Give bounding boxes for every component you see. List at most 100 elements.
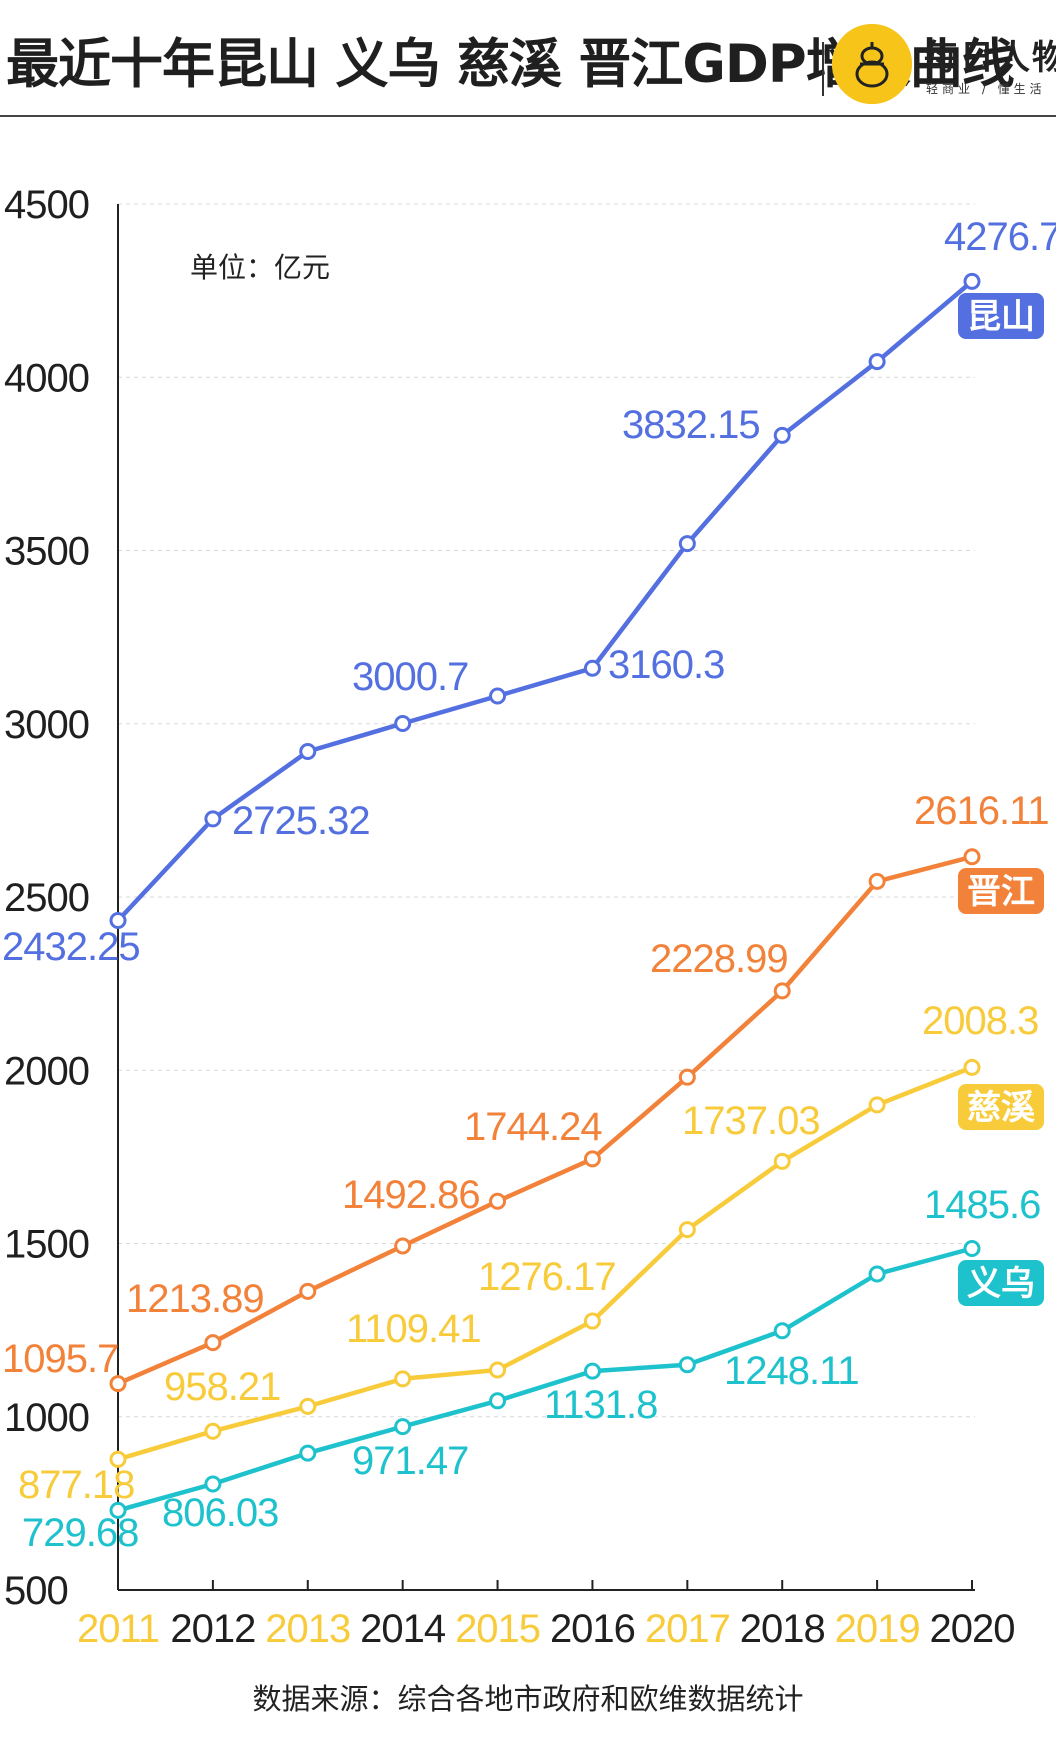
data-point (963, 848, 981, 866)
header-rule (0, 115, 1056, 117)
data-point (963, 1058, 981, 1076)
data-point (489, 1361, 507, 1379)
series-tag-label: 晋江 (967, 872, 1035, 912)
header: 最近十年昆山 义乌 慈溪 晋江GDP增长曲线 每日人物 轻商业 / 懂生活 (0, 0, 1056, 118)
data-point (773, 1322, 791, 1340)
y-tick-label: 500 (4, 1569, 68, 1613)
data-point (489, 1192, 507, 1210)
x-tick-label: 2016 (550, 1607, 635, 1651)
data-point (773, 426, 791, 444)
data-label: 1744.24 (464, 1105, 602, 1149)
y-tick-label: 3500 (4, 530, 89, 574)
source-label: 数据来源：综合各地市政府和欧维数据统计 (252, 1682, 804, 1716)
data-point (394, 1418, 412, 1436)
data-point (583, 1362, 601, 1380)
data-point (204, 1475, 222, 1493)
data-point (678, 1068, 696, 1086)
data-point (963, 1239, 981, 1257)
data-point (583, 659, 601, 677)
data-point (678, 1221, 696, 1239)
data-label: 2725.32 (232, 799, 370, 843)
x-tick-label: 2011 (77, 1607, 159, 1651)
data-label: 2228.99 (650, 937, 788, 981)
data-point (204, 1334, 222, 1352)
brand-tagline: 轻商业 / 懂生活 (926, 82, 1046, 96)
data-label: 4276.76 (944, 215, 1056, 259)
data-point (773, 982, 791, 1000)
series-tag-label: 慈溪 (967, 1088, 1036, 1128)
data-label: 1276.17 (478, 1255, 616, 1299)
y-tick-label: 4000 (4, 356, 89, 400)
data-label: 1213.89 (126, 1277, 264, 1321)
data-point (489, 687, 507, 705)
brand-name: 每日人物 (924, 38, 1056, 78)
data-label: 3160.3 (608, 643, 724, 687)
y-tick-label: 3000 (4, 703, 89, 747)
series-tag-badge (958, 1260, 1044, 1306)
data-point (299, 1444, 317, 1462)
series-tag-badge (958, 1084, 1044, 1130)
series-line (116, 279, 974, 923)
data-label: 1109.41 (346, 1307, 481, 1351)
x-tick-label: 2017 (645, 1607, 730, 1651)
data-point (394, 715, 412, 733)
unit-label: 单位：亿元 (190, 251, 331, 284)
data-point (109, 1501, 127, 1519)
y-tick-label: 4500 (4, 183, 89, 227)
y-tick-label: 2500 (4, 876, 89, 920)
y-tick-label: 2000 (4, 1049, 89, 1093)
series-tag-badge (958, 868, 1044, 914)
x-tick-label: 2014 (360, 1607, 446, 1651)
data-point (394, 1237, 412, 1255)
data-label: 1248.11 (724, 1349, 859, 1393)
data-label: 1737.03 (682, 1099, 820, 1143)
data-label: 2616.11 (914, 789, 1049, 833)
series-tag-label: 义乌 (967, 1264, 1035, 1304)
data-label: 3000.7 (352, 655, 468, 699)
data-label: 958.21 (164, 1365, 280, 1409)
data-point (109, 1450, 127, 1468)
x-tick-label: 2018 (740, 1607, 825, 1651)
data-point (678, 535, 696, 553)
y-tick-label: 1500 (4, 1223, 89, 1267)
x-tick-label: 2013 (265, 1607, 350, 1651)
series-tag-label: 昆山 (967, 297, 1035, 337)
x-tick-label: 2020 (930, 1607, 1015, 1651)
data-point (868, 1265, 886, 1283)
brand-logo-icon (832, 24, 912, 104)
series-line (117, 854, 973, 1386)
data-point (868, 872, 886, 890)
data-point (299, 742, 317, 760)
data-label: 2008.3 (922, 999, 1038, 1043)
series-line (117, 1065, 973, 1462)
data-point (583, 1312, 601, 1330)
data-label: 971.47 (352, 1439, 468, 1483)
data-label: 1492.86 (342, 1173, 480, 1217)
data-label: 1485.6 (924, 1183, 1040, 1227)
data-point (109, 911, 127, 929)
x-tick-label: 2012 (170, 1607, 255, 1651)
y-tick-label: 1000 (4, 1396, 89, 1440)
data-point (868, 353, 886, 371)
data-label: 1131.8 (544, 1383, 657, 1427)
x-tick-label: 2015 (455, 1607, 540, 1651)
data-point (299, 1282, 317, 1300)
data-point (583, 1150, 601, 1168)
data-label: 1095.7 (2, 1337, 118, 1381)
series-line (117, 1246, 973, 1513)
data-point (678, 1356, 696, 1374)
series-tag-badge (958, 293, 1044, 339)
data-point (109, 1375, 127, 1393)
data-point (204, 1422, 222, 1440)
data-point (773, 1152, 791, 1170)
data-point (394, 1370, 412, 1388)
data-point (204, 810, 222, 828)
data-label: 877.18 (18, 1463, 134, 1507)
data-point (299, 1397, 317, 1415)
data-label: 3832.15 (622, 403, 760, 447)
data-label: 806.03 (162, 1491, 278, 1535)
data-label: 2432.25 (2, 925, 140, 969)
data-point (963, 272, 981, 290)
data-point (868, 1096, 886, 1114)
